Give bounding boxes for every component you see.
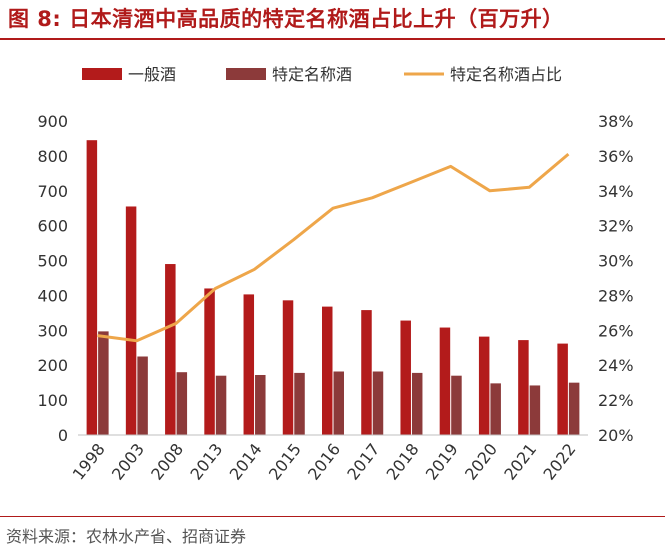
bar-general [125,206,137,435]
y-right-tick-label: 28% [598,286,634,305]
y-left-tick-label: 100 [37,391,68,410]
x-tick-label: 2003 [108,440,148,484]
bar-special [137,356,148,435]
y-left-tick-label: 500 [37,252,68,271]
source-note: 资料来源：农林水产省、招商证券 [6,527,247,546]
y-left-tick-label: 0 [58,426,68,445]
legend-label-special: 特定名称酒 [272,65,352,84]
y-left-tick-label: 700 [37,182,68,201]
y-right-tick-label: 30% [598,252,634,271]
ratio-line [97,152,570,343]
legend-label-ratio: 特定名称酒占比 [450,65,562,84]
bar-special [98,331,109,435]
source-divider [0,516,665,517]
bar-line-chart: 一般酒 特定名称酒 特定名称酒占比 0 100 200 300 400 500 600 700 800… [37,65,634,484]
bar-special [294,372,305,435]
x-tick-label: 2021 [500,440,540,484]
y-right-tick-label: 22% [598,391,634,410]
bar-special [568,382,580,435]
y-left-tick-label: 600 [37,217,68,236]
bar-general [478,336,490,435]
y-left-tick-label: 400 [37,286,68,305]
y-right-tick-label: 24% [598,356,634,375]
bar-general [282,300,294,435]
bar-special [529,385,541,435]
x-tick-label: 2013 [186,440,226,484]
x-tick-label: 2017 [343,440,383,484]
bar-general [400,320,411,435]
legend-swatch-general [82,68,122,80]
x-tick-label: 2019 [422,440,462,484]
y-right-tick-label: 38% [598,112,634,131]
bar-special [451,375,462,435]
chart-title: 图 8: 日本清酒中高品质的特定名称酒占比上升（百万升） [8,7,564,31]
x-tick-label: 2008 [147,440,187,484]
y-right-tick-label: 34% [598,182,634,201]
bar-general [165,264,176,435]
bar-special [490,383,501,435]
bar-special [411,372,423,435]
y-right-tick-label: 32% [598,217,634,236]
y-right-tick-label: 26% [598,321,634,340]
x-tick-label: 2018 [383,440,423,484]
y-right-tick-label: 20% [598,426,634,445]
bar-special [176,372,188,435]
bar-special [255,374,266,435]
x-tick-label: 2014 [226,440,266,484]
y-left-tick-label: 300 [37,321,68,340]
legend-label-general: 一般酒 [128,65,176,84]
bar-general [86,140,98,435]
title-divider [0,38,665,40]
bar-general [361,310,372,435]
bar-general [439,327,451,435]
bar-general [204,288,215,435]
bar-special [333,371,344,435]
legend-swatch-special [226,68,266,80]
x-tick-label: 2022 [539,440,579,484]
y-right-tick-label: 36% [598,147,634,166]
x-tick-label: 2020 [461,440,501,484]
bar-general [518,340,529,435]
bar-general [557,343,568,435]
bar-general [243,294,255,435]
bar-special [372,371,384,435]
x-tick-label: 2016 [304,440,344,484]
x-tick-label: 2015 [265,440,305,484]
y-left-tick-label: 900 [37,112,68,131]
y-left-tick-label: 200 [37,356,68,375]
y-left-tick-label: 800 [37,147,68,166]
x-tick-label: 1998 [69,440,109,484]
bar-general [322,306,333,435]
bar-special [215,375,227,435]
